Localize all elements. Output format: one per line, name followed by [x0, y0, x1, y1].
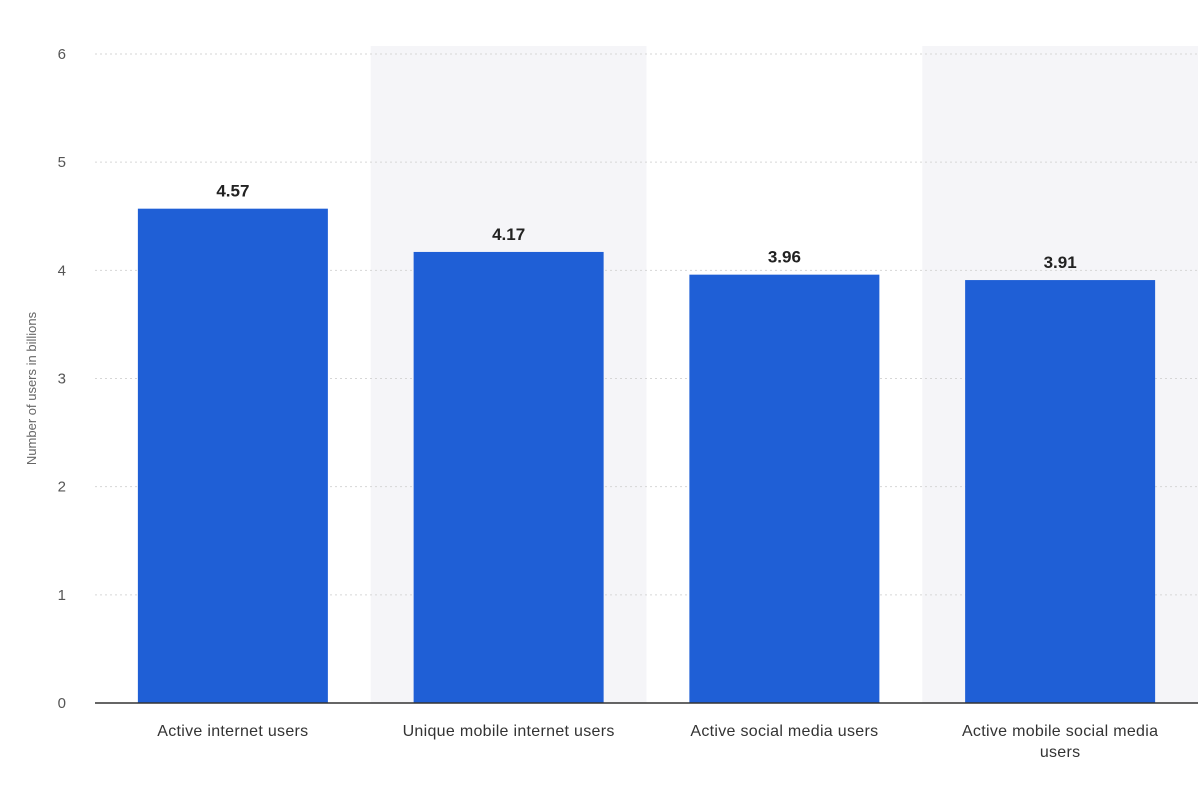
- y-tick-label: 0: [58, 695, 66, 712]
- bar: [965, 280, 1156, 703]
- category-label: Unique mobile internet users: [403, 723, 615, 740]
- value-label: 3.91: [1044, 253, 1077, 272]
- y-tick-label: 2: [58, 479, 66, 496]
- y-tick-label: 1: [58, 587, 66, 604]
- category-label: Active social media users: [690, 723, 878, 740]
- category-label: Active internet users: [157, 723, 308, 740]
- bar: [689, 274, 880, 703]
- value-label: 3.96: [768, 248, 801, 267]
- y-tick-label: 3: [58, 371, 66, 388]
- x-axis-categories: Active internet users Unique mobile inter…: [157, 723, 1158, 761]
- y-axis-label: Number of users in billions: [24, 311, 39, 465]
- bars: [137, 208, 1156, 703]
- y-tick-label: 6: [58, 46, 66, 63]
- value-label: 4.17: [492, 225, 525, 244]
- gridlines: [95, 53, 1198, 596]
- bar: [413, 251, 604, 703]
- y-tick-label: 4: [58, 262, 66, 279]
- category-label: Active mobile social media users: [962, 723, 1158, 761]
- value-labels: 4.57 4.17 3.96 3.91: [216, 182, 1076, 272]
- value-label: 4.57: [216, 182, 249, 201]
- y-axis-ticks: 0 1 2 3 4 5 6: [58, 46, 66, 712]
- y-tick-label: 5: [58, 154, 66, 171]
- bar: [137, 208, 328, 703]
